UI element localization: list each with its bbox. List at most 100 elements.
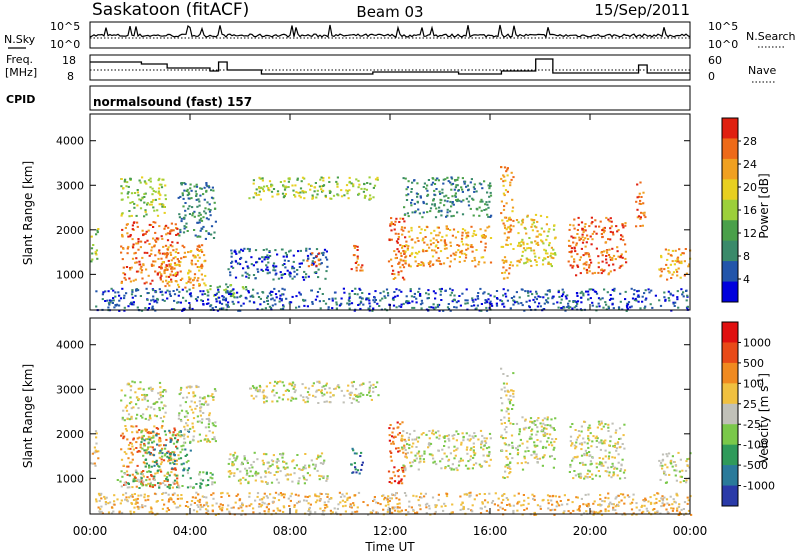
heatmap-cell bbox=[352, 380, 355, 383]
heatmap-cell bbox=[355, 452, 358, 455]
heatmap-cell bbox=[487, 454, 490, 457]
heatmap-cell bbox=[384, 504, 387, 507]
heatmap-cell bbox=[672, 294, 675, 297]
heatmap-cell bbox=[183, 225, 186, 228]
heatmap-cell bbox=[322, 177, 325, 179]
heatmap-cell bbox=[151, 187, 154, 190]
heatmap-cell bbox=[169, 254, 173, 256]
heatmap-cell bbox=[500, 435, 503, 438]
heatmap-cell bbox=[636, 183, 639, 186]
freq-label: Freq. bbox=[6, 53, 33, 66]
heatmap-cell bbox=[257, 270, 260, 273]
heatmap-cell bbox=[154, 254, 157, 257]
heatmap-cell bbox=[574, 474, 577, 477]
heatmap-cell bbox=[469, 438, 472, 441]
heatmap-cell bbox=[455, 199, 458, 202]
heatmap-cell bbox=[485, 309, 489, 312]
heatmap-cell bbox=[530, 249, 533, 252]
heatmap-cell bbox=[463, 252, 466, 255]
heatmap-cell bbox=[249, 470, 252, 473]
heatmap-cell bbox=[266, 295, 269, 298]
heatmap-cell bbox=[350, 268, 353, 271]
heatmap-cell bbox=[388, 500, 391, 502]
heatmap-cell bbox=[601, 254, 604, 257]
heatmap-cell bbox=[336, 507, 339, 510]
heatmap-cell bbox=[545, 299, 548, 302]
heatmap-cell bbox=[222, 298, 225, 301]
heatmap-cell bbox=[226, 290, 229, 293]
heatmap-cell bbox=[437, 257, 440, 260]
heatmap-cell bbox=[317, 454, 320, 457]
heatmap-cell bbox=[263, 401, 266, 404]
heatmap-cell bbox=[466, 452, 469, 455]
heatmap-cell bbox=[166, 480, 169, 483]
heatmap-cell bbox=[553, 224, 556, 227]
heatmap-cell bbox=[468, 494, 471, 497]
heatmap-cell bbox=[297, 480, 300, 483]
heatmap-cell bbox=[283, 493, 286, 496]
heatmap-cell bbox=[119, 297, 123, 300]
heatmap-cell bbox=[546, 216, 549, 219]
heatmap-cell bbox=[145, 281, 148, 284]
heatmap-cell bbox=[427, 293, 430, 296]
heatmap-cell bbox=[350, 463, 353, 466]
heatmap-cell bbox=[224, 299, 227, 302]
heatmap-cell bbox=[144, 232, 147, 235]
heatmap-cell bbox=[435, 234, 438, 237]
heatmap-cell bbox=[174, 264, 177, 267]
heatmap-cell bbox=[112, 510, 115, 513]
heatmap-cell bbox=[673, 263, 676, 266]
heatmap-cell bbox=[139, 443, 142, 446]
heatmap-cell bbox=[244, 286, 248, 288]
heatmap-cell bbox=[445, 243, 448, 246]
heatmap-cell bbox=[418, 212, 421, 215]
heatmap-cell bbox=[461, 213, 465, 216]
heatmap-cell bbox=[564, 295, 567, 298]
heatmap-cell bbox=[455, 448, 458, 451]
heatmap-cell bbox=[166, 232, 169, 235]
heatmap-cell bbox=[438, 303, 441, 306]
heatmap-cell bbox=[636, 295, 639, 298]
heatmap-cell bbox=[315, 271, 318, 274]
heatmap-cell bbox=[500, 397, 503, 399]
heatmap-cell bbox=[568, 251, 571, 253]
heatmap-cell bbox=[509, 224, 512, 227]
heatmap-cell bbox=[183, 189, 186, 192]
heatmap-cell bbox=[357, 263, 360, 266]
heatmap-cell bbox=[609, 435, 612, 438]
heatmap-cell bbox=[683, 260, 686, 263]
heatmap-cell bbox=[207, 395, 210, 398]
heatmap-cell bbox=[254, 472, 257, 475]
heatmap-cell bbox=[553, 237, 557, 240]
heatmap-cell bbox=[526, 258, 529, 261]
heatmap-cell bbox=[408, 264, 411, 267]
heatmap-cell bbox=[400, 226, 404, 229]
heatmap-cell bbox=[368, 381, 371, 384]
heatmap-cell bbox=[396, 294, 399, 297]
heatmap-cell bbox=[179, 430, 182, 433]
heatmap-cell bbox=[136, 413, 139, 416]
heatmap-cell bbox=[413, 202, 416, 205]
heatmap-cell bbox=[140, 430, 143, 433]
heatmap-cell bbox=[166, 282, 169, 285]
heatmap-cell bbox=[623, 447, 626, 450]
heatmap-cell bbox=[292, 260, 295, 263]
heatmap-cell bbox=[526, 242, 529, 245]
heatmap-cell bbox=[155, 434, 158, 437]
heatmap-cell bbox=[198, 246, 201, 248]
heatmap-cell bbox=[444, 505, 447, 507]
heatmap-cell bbox=[146, 431, 149, 434]
heatmap-cell bbox=[199, 410, 202, 413]
heatmap-cell bbox=[160, 396, 163, 399]
heatmap-cell bbox=[254, 479, 257, 482]
heatmap-cell bbox=[532, 422, 535, 425]
heatmap-cell bbox=[359, 455, 362, 457]
heatmap-cell bbox=[578, 258, 581, 261]
heatmap-cell bbox=[549, 433, 552, 436]
heatmap-cell bbox=[506, 466, 510, 469]
heatmap-cell bbox=[486, 454, 489, 457]
heatmap-cell bbox=[487, 215, 490, 218]
heatmap-cell bbox=[278, 396, 281, 399]
heatmap-cell bbox=[685, 479, 688, 482]
heatmap-cell bbox=[608, 220, 611, 223]
